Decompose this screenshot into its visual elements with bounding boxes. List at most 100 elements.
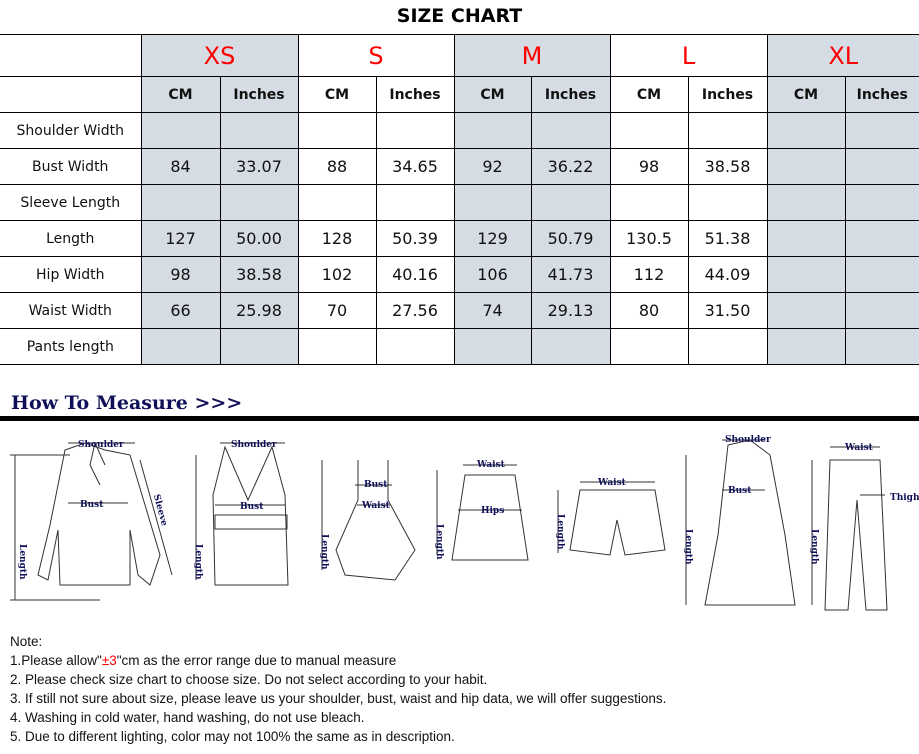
table-cell: 44.09	[687, 256, 768, 293]
table-cell	[766, 220, 846, 257]
table-cell	[844, 220, 919, 257]
table-cell	[375, 184, 455, 221]
table-cell	[766, 112, 846, 149]
svg-text:Hips: Hips	[481, 506, 504, 516]
table-cell	[844, 292, 919, 329]
row-label: Length	[0, 220, 142, 257]
table-row: Hip Width 98 38.58 102 40.16 106 41.73 112 44.09	[0, 256, 919, 293]
skirt-illustration: Waist Hips Length	[434, 460, 529, 561]
table-cell	[297, 112, 377, 149]
table-cell: 74	[453, 292, 532, 329]
table-cell: 112	[609, 256, 689, 293]
table-cell: 98	[609, 148, 689, 185]
table-cell	[609, 112, 689, 149]
row-label: Sleeve Length	[0, 184, 142, 221]
note-1: 1.Please allow"±3"cm as the error range …	[10, 653, 397, 668]
table-row: Bust Width 84 33.07 88 34.65 92 36.22 98 38.58	[0, 148, 919, 185]
unit-header: Inches	[844, 76, 919, 113]
table-cell: 31.50	[687, 292, 768, 329]
table-cell	[687, 328, 768, 365]
table-cell	[530, 184, 611, 221]
svg-text:Shoulder: Shoulder	[231, 440, 277, 450]
svg-text:Waist: Waist	[476, 460, 506, 470]
table-cell: 29.13	[530, 292, 611, 329]
svg-text:Bust: Bust	[728, 486, 752, 496]
table-cell: 34.65	[375, 148, 455, 185]
table-row: Length 127 50.00 128 50.39 129 50.79 130.5 51.38	[0, 220, 919, 257]
table-cell	[844, 328, 919, 365]
table-cell	[766, 328, 846, 365]
table-cell	[530, 328, 611, 365]
notes-heading: Note:	[10, 634, 43, 649]
size-header: S	[297, 34, 455, 77]
row-label: Waist Width	[0, 292, 142, 329]
table-cell: 80	[609, 292, 689, 329]
table-cell	[453, 184, 532, 221]
table-cell: 50.39	[375, 220, 455, 257]
how-to-measure-heading: How To Measure >>>	[11, 392, 243, 414]
coat-illustration: Shoulder Bust Length	[683, 435, 796, 606]
dress-illustration: Bust Waist Length	[319, 460, 416, 581]
row-label: Shoulder Width	[0, 112, 142, 149]
row-label: Hip Width	[0, 256, 142, 293]
size-header: L	[609, 34, 768, 77]
table-cell	[219, 112, 299, 149]
table-cell	[375, 328, 455, 365]
note-4: 4. Washing in cold water, hand washing, …	[10, 710, 365, 725]
note-5: 5. Due to different lighting, color may …	[10, 729, 455, 744]
table-cell: 25.98	[219, 292, 299, 329]
table-cell	[140, 328, 221, 365]
table-cell	[766, 292, 846, 329]
svg-text:Shoulder: Shoulder	[78, 440, 124, 450]
table-cell	[844, 256, 919, 293]
table-cell: 27.56	[375, 292, 455, 329]
unit-header: CM	[297, 76, 377, 113]
unit-header: Inches	[687, 76, 768, 113]
unit-header: CM	[140, 76, 221, 113]
divider	[0, 416, 919, 421]
measurement-illustrations: Shoulder Bust Length Sleeve Shoulder Bus…	[10, 435, 919, 611]
note-3: 3. If still not sure about size, please …	[10, 691, 667, 706]
svg-text:Length: Length	[434, 524, 444, 560]
svg-text:Bust: Bust	[240, 502, 264, 512]
unit-header: Inches	[530, 76, 611, 113]
table-cell: 84	[140, 148, 221, 185]
tank-top-illustration: Shoulder Bust Length	[193, 440, 289, 586]
unit-header: CM	[766, 76, 846, 113]
size-chart-table: XS S M L XL CM Inches CM Inches CM Inches CM Inches C…	[0, 34, 919, 365]
table-cell: 50.79	[530, 220, 611, 257]
unit-header: CM	[609, 76, 689, 113]
table-cell: 41.73	[530, 256, 611, 293]
size-header-row: XS S M L XL	[0, 34, 919, 77]
svg-text:Length: Length	[555, 514, 565, 550]
corner-cell	[0, 76, 142, 113]
svg-text:Waist: Waist	[597, 478, 627, 488]
table-cell: 106	[453, 256, 532, 293]
table-row: Pants length	[0, 328, 919, 365]
table-cell: 51.38	[687, 220, 768, 257]
size-header: M	[453, 34, 611, 77]
table-cell: 70	[297, 292, 377, 329]
table-cell: 88	[297, 148, 377, 185]
svg-text:Length: Length	[319, 534, 329, 570]
table-cell: 50.00	[219, 220, 299, 257]
unit-header: Inches	[375, 76, 455, 113]
svg-text:Shoulder: Shoulder	[725, 435, 771, 445]
svg-text:Length: Length	[193, 544, 203, 580]
row-label: Bust Width	[0, 148, 142, 185]
pants-illustration: Waist Thigh Length	[809, 443, 919, 611]
svg-text:Length: Length	[683, 529, 693, 565]
table-cell	[609, 328, 689, 365]
notes: Note: 1.Please allow"±3"cm as the error …	[10, 632, 666, 746]
table-cell	[140, 184, 221, 221]
table-cell	[530, 112, 611, 149]
table-cell: 129	[453, 220, 532, 257]
table-cell	[453, 112, 532, 149]
table-cell	[687, 184, 768, 221]
table-cell	[844, 184, 919, 221]
table-row: Waist Width 66 25.98 70 27.56 74 29.13 80 31.50	[0, 292, 919, 329]
table-cell	[219, 328, 299, 365]
table-cell: 40.16	[375, 256, 455, 293]
svg-text:Length: Length	[809, 529, 819, 565]
svg-text:Waist: Waist	[361, 501, 391, 511]
